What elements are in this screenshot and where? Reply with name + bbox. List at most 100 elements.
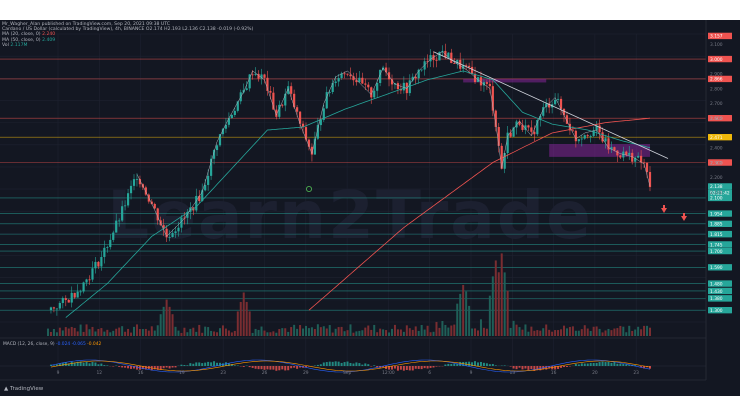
volume-bar	[239, 301, 242, 336]
candle-body	[198, 195, 201, 202]
volume-bar	[355, 331, 358, 336]
candle-body	[352, 76, 355, 81]
candle-body	[518, 121, 521, 125]
volume-bar	[414, 326, 417, 336]
candle-body	[307, 139, 311, 147]
candle-body	[506, 132, 509, 153]
volume-bar	[396, 329, 399, 336]
volume-bar	[183, 327, 186, 336]
volume-bar	[625, 332, 628, 336]
macd-histogram-bar	[432, 366, 435, 368]
volume-bar	[302, 328, 305, 336]
candle-body	[592, 130, 595, 137]
volume-bar	[251, 332, 254, 336]
candle-body	[396, 83, 400, 90]
publisher-line: Mr_Wagher_Alan published on TradingView.…	[2, 22, 171, 27]
price-axis-tick: 2.300	[710, 160, 723, 166]
volume-bar	[500, 253, 503, 336]
candle-body	[580, 138, 583, 140]
candle-body	[135, 179, 139, 180]
macd-histogram-bar	[269, 366, 272, 370]
macd-histogram-bar	[325, 362, 328, 366]
vol-label: Vol	[2, 42, 9, 48]
price-level-label: 02:21:42	[710, 191, 730, 197]
macd-histogram-bar	[127, 366, 130, 369]
volume-bar	[135, 324, 138, 336]
price-level-label: 1.745	[710, 242, 723, 248]
volume-bar	[391, 328, 393, 336]
candle-body	[296, 107, 299, 112]
macd-histogram-bar	[121, 366, 124, 368]
macd-histogram-bar	[133, 366, 135, 369]
candle-body	[162, 225, 165, 229]
candle-body	[230, 115, 233, 119]
macd-histogram-bar	[485, 363, 488, 366]
volume-bar	[563, 325, 565, 336]
price-level-tag	[708, 295, 732, 302]
price-level-label: 1.815	[710, 232, 723, 238]
volume-bar	[269, 332, 272, 336]
volume-bar	[405, 325, 408, 336]
volume-bar	[361, 330, 364, 336]
volume-bar	[100, 328, 103, 336]
macd-histogram-bar	[124, 366, 127, 368]
candle-body	[85, 279, 88, 283]
price-level-label: 1.380	[710, 296, 723, 302]
macd-histogram-bar	[411, 366, 414, 371]
candle-body	[373, 90, 376, 98]
down-arrow-icon	[683, 213, 685, 216]
candle-body	[367, 84, 370, 88]
volume-bar	[649, 327, 651, 336]
macd-histogram-bar	[346, 361, 349, 366]
volume-bar	[640, 329, 643, 336]
volume-bar	[426, 325, 429, 336]
volume-bar	[55, 332, 58, 336]
candle-body	[236, 101, 239, 111]
macd-histogram-bar	[251, 366, 254, 368]
macd-histogram-bar	[444, 364, 447, 366]
macd-histogram-bar	[592, 362, 595, 366]
volume-bar	[619, 325, 622, 336]
candle-body	[642, 162, 646, 164]
volume-bar	[316, 324, 319, 336]
candle-body	[251, 74, 254, 76]
candle-body	[245, 88, 248, 90]
volume-bar	[456, 303, 459, 336]
candle-body	[195, 195, 198, 211]
volume-bar	[527, 331, 530, 336]
macd-histogram-bar	[67, 363, 70, 366]
candle-body	[470, 66, 474, 74]
macd-histogram-bar	[266, 366, 269, 370]
volume-bars	[47, 253, 651, 336]
volume-bar	[257, 329, 260, 336]
price-level-tag	[708, 159, 732, 166]
volume-bar	[70, 326, 73, 336]
macd-histogram-bar	[536, 366, 539, 371]
volume-bar	[150, 326, 153, 336]
macd-value-2: -0.065	[72, 341, 88, 347]
candle-body	[328, 92, 331, 93]
candle-body	[459, 59, 462, 69]
price-axis: 3.0002.8662.6002.4712.3002.13802:21:422.…	[705, 20, 740, 396]
candle-body	[355, 80, 358, 83]
candle-body	[453, 63, 456, 64]
macd-histogram-bar	[144, 366, 147, 370]
macd-histogram-bar	[233, 365, 236, 366]
volume-bar	[482, 327, 485, 336]
volume-bar	[447, 327, 450, 336]
macd-histogram-bar	[405, 366, 408, 371]
candle-body	[438, 51, 441, 61]
candle-body	[384, 67, 388, 73]
volume-bar	[524, 324, 527, 336]
tradingview-logo[interactable]: ▲ TradingView	[4, 386, 43, 392]
candlestick-chart[interactable]: Learn2Trade MACD (12, 26, close, 9) -0.0…	[0, 20, 740, 396]
volume-bar	[88, 329, 91, 336]
candle-body	[52, 307, 56, 309]
macd-histogram-bar	[459, 361, 462, 366]
candle-body	[640, 155, 643, 163]
price-level-tag	[708, 114, 732, 122]
volume-bar	[373, 324, 376, 336]
volume-bar	[192, 327, 195, 336]
candle-body	[491, 86, 494, 111]
candle-body	[180, 217, 183, 228]
